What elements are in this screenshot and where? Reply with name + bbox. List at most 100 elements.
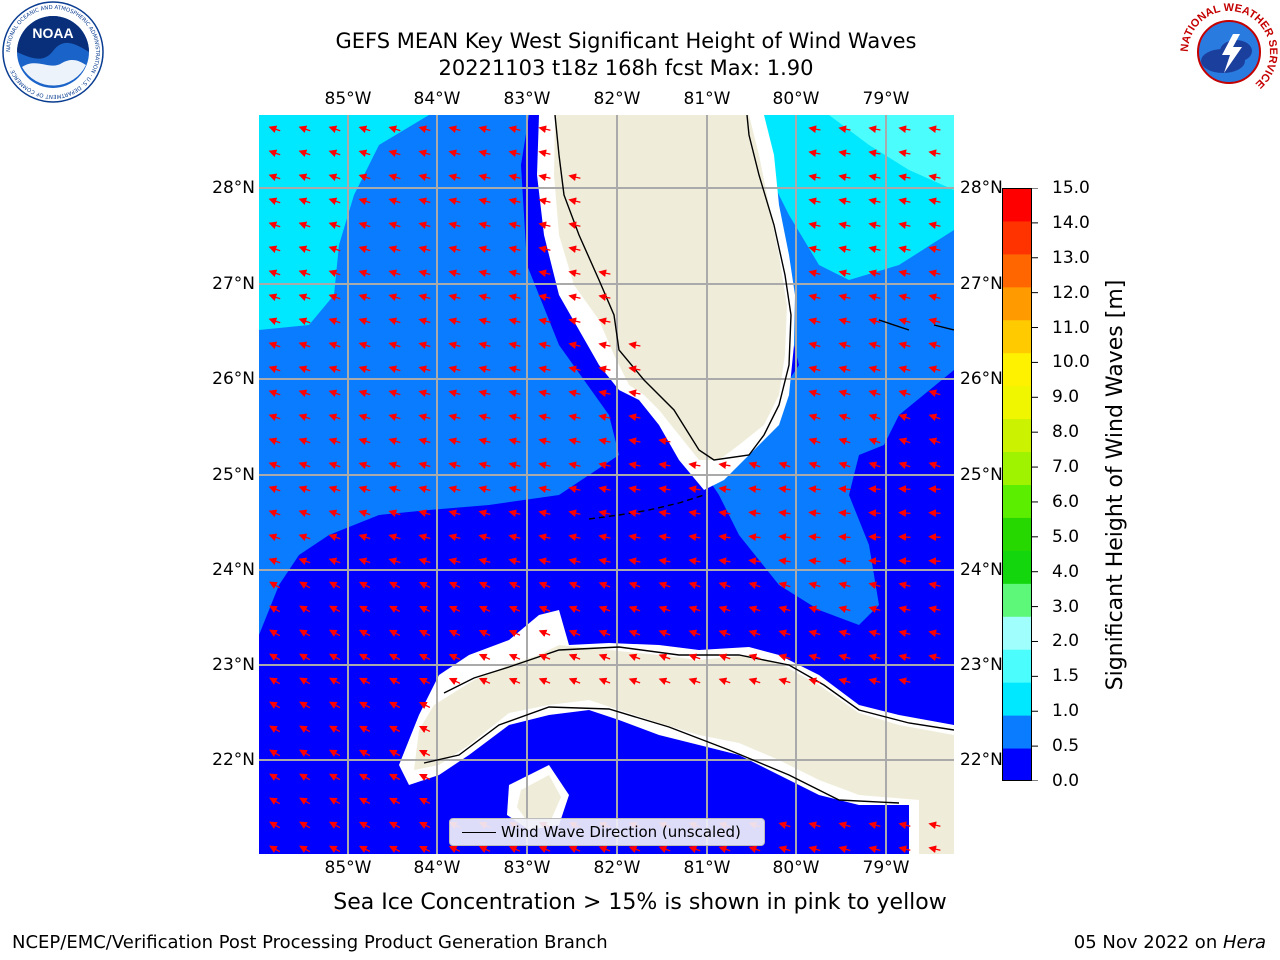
colorbar-swatch: [1002, 715, 1032, 749]
wind-arrow: [868, 533, 881, 541]
wind-arrow: [778, 845, 791, 854]
wind-arrow: [478, 461, 491, 470]
wind-arrow: [898, 221, 911, 230]
wind-arrow: [508, 629, 521, 637]
wind-arrow: [388, 149, 401, 158]
wind-arrow: [388, 749, 401, 757]
wind-arrow: [928, 341, 941, 350]
wind-arrow: [838, 461, 851, 470]
wind-arrow: [358, 797, 371, 805]
colorbar-tick: 0.5: [1052, 736, 1080, 757]
wind-arrow: [568, 413, 581, 422]
wind-arrow: [478, 557, 491, 566]
wind-arrow: [268, 317, 281, 326]
wind-arrow: [898, 293, 911, 302]
colorbar-tick: 12.0: [1052, 282, 1090, 303]
wind-arrow: [448, 437, 461, 446]
wind-arrow: [658, 461, 671, 470]
lat-lon-gridlines: [259, 115, 954, 854]
wind-arrow: [898, 245, 911, 254]
wind-arrow: [568, 485, 581, 494]
bottom-lon-tick: 84°W: [413, 858, 461, 878]
colorbar-tick: 4.0: [1052, 561, 1080, 582]
wind-arrow: [299, 677, 311, 685]
wind-arrow: [808, 173, 821, 182]
wind-arrow: [298, 269, 311, 278]
wind-arrow: [568, 437, 581, 446]
wind-arrow: [748, 485, 761, 493]
wind-arrow: [898, 653, 911, 662]
wind-arrow: [538, 389, 551, 398]
wind-arrow: [508, 293, 521, 302]
wind-arrow: [718, 629, 731, 638]
wind-arrow: [778, 629, 791, 638]
wind-arrow: [778, 509, 791, 517]
wind-arrow: [628, 389, 641, 398]
wind-arrow: [448, 197, 461, 206]
wind-arrow: [838, 245, 851, 254]
wind-arrow: [328, 389, 341, 398]
wind-arrow: [269, 725, 281, 733]
wind-arrow: [868, 221, 881, 230]
wind-arrow: [448, 293, 461, 302]
top-lon-tick: 81°W: [683, 89, 731, 109]
wind-arrow: [418, 317, 431, 326]
wind-arrow: [928, 557, 941, 565]
wind-arrow: [868, 197, 881, 206]
wind-arrow: [268, 149, 281, 158]
wind-arrow: [328, 413, 341, 422]
wind-arrow: [388, 437, 401, 446]
wind-arrow: [748, 629, 761, 638]
wind-arrow: [628, 437, 641, 446]
wind-arrow: [838, 437, 851, 446]
wave-height-map: [259, 115, 954, 854]
wind-arrow: [928, 533, 941, 541]
wind-arrow: [628, 413, 641, 422]
wind-arrow: [328, 365, 341, 374]
wind-arrow: [868, 845, 881, 854]
wind-arrow: [628, 365, 641, 374]
wind-arrow: [538, 485, 551, 494]
wind-arrow: [388, 725, 401, 733]
wind-arrow: [418, 605, 431, 613]
wind-arrow: [808, 605, 821, 614]
wind-arrow: [299, 845, 311, 853]
wind-arrow: [448, 269, 461, 278]
wind-arrow: [808, 533, 821, 541]
chart-subtitle: 20221103 t18z 168h fcst Max: 1.90: [438, 56, 814, 80]
wind-arrow: [328, 437, 341, 446]
wind-arrow: [778, 533, 791, 541]
wind-arrow: [808, 629, 821, 638]
right-lat-tick: 25°N: [960, 465, 1003, 485]
wind-arrow: [598, 413, 611, 422]
wind-arrow: [508, 653, 521, 661]
wind-arrow: [358, 533, 371, 542]
footer-date: 05 Nov 2022 on Hera: [1073, 932, 1266, 953]
wind-arrow: [598, 509, 611, 518]
wind-arrow: [478, 125, 491, 134]
colorbar-swatch: [1002, 682, 1032, 716]
wind-arrow: [328, 317, 341, 326]
wind-arrow: [898, 821, 911, 830]
wind-arrow: [478, 677, 491, 685]
right-lat-tick: 27°N: [960, 274, 1003, 294]
wind-arrow: [748, 605, 761, 614]
wind-arrow: [418, 293, 431, 302]
wind-arrow: [508, 389, 521, 398]
wind-arrow: [418, 533, 431, 542]
wind-arrow: [478, 245, 491, 254]
wind-arrow: [448, 653, 461, 661]
wind-arrow: [418, 845, 431, 853]
wind-arrow: [269, 677, 281, 685]
wind-arrow: [628, 485, 641, 494]
wind-arrow: [328, 845, 341, 853]
wind-arrow: [838, 125, 851, 134]
wind-arrow: [538, 509, 551, 518]
wind-arrow: [328, 701, 341, 709]
wind-arrow: [328, 509, 341, 518]
wind-arrow: [298, 125, 311, 134]
wind-arrow: [508, 317, 521, 326]
wind-arrow: [538, 557, 551, 566]
wind-arrow: [418, 797, 431, 805]
right-lat-tick: 23°N: [960, 655, 1003, 675]
